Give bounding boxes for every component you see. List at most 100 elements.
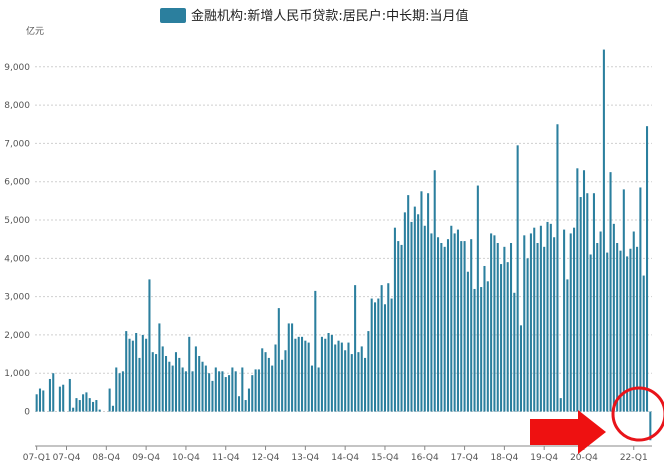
bar[interactable] [437, 237, 440, 412]
bar[interactable] [563, 229, 566, 412]
legend-swatch[interactable] [160, 8, 186, 23]
bar[interactable] [108, 388, 111, 412]
bar[interactable] [576, 168, 579, 412]
bar[interactable] [513, 292, 516, 412]
legend-label[interactable]: 金融机构:新增人民币贷款:居民户:中长期:当月值 [191, 8, 469, 24]
bar[interactable] [317, 367, 320, 412]
bar[interactable] [427, 193, 430, 412]
bar[interactable] [646, 126, 649, 412]
bar[interactable] [500, 264, 503, 412]
bar[interactable] [320, 336, 323, 412]
bar[interactable] [85, 392, 88, 412]
bar[interactable] [92, 401, 95, 412]
bar[interactable] [632, 231, 635, 412]
bar[interactable] [301, 336, 304, 412]
bar[interactable] [533, 227, 536, 412]
bar[interactable] [241, 367, 244, 412]
bar[interactable] [88, 398, 91, 412]
bar[interactable] [453, 233, 456, 412]
bar[interactable] [483, 265, 486, 412]
bar[interactable] [589, 254, 592, 412]
bar[interactable] [52, 373, 55, 412]
bar[interactable] [460, 241, 463, 412]
bar[interactable] [364, 357, 367, 412]
bar[interactable] [178, 357, 181, 412]
bar[interactable] [476, 185, 479, 412]
bar[interactable] [135, 333, 138, 412]
bar[interactable] [334, 344, 337, 412]
bar[interactable] [450, 225, 453, 412]
bar[interactable] [536, 243, 539, 412]
bar[interactable] [78, 400, 81, 412]
bar[interactable] [629, 248, 632, 412]
bar[interactable] [622, 189, 625, 412]
bar[interactable] [48, 378, 51, 412]
bar[interactable] [234, 371, 237, 412]
bar[interactable] [380, 285, 383, 412]
bar[interactable] [546, 221, 549, 412]
bar[interactable] [184, 371, 187, 412]
bar[interactable] [413, 206, 416, 412]
bar[interactable] [592, 193, 595, 412]
bar[interactable] [642, 275, 645, 412]
bar[interactable] [82, 394, 85, 412]
bar[interactable] [602, 49, 605, 412]
bar[interactable] [397, 241, 400, 412]
bar[interactable] [383, 304, 386, 412]
bar[interactable] [254, 369, 257, 412]
bar[interactable] [168, 361, 171, 412]
bar[interactable] [125, 331, 128, 412]
bar[interactable] [128, 338, 131, 412]
bar[interactable] [138, 357, 141, 412]
bar[interactable] [171, 365, 174, 412]
bar[interactable] [344, 350, 347, 412]
bar[interactable] [261, 348, 264, 412]
bar[interactable] [208, 373, 211, 412]
bar[interactable] [327, 333, 330, 412]
bar[interactable] [420, 191, 423, 412]
bar[interactable] [274, 344, 277, 412]
bar[interactable] [118, 373, 121, 412]
bar[interactable] [543, 246, 546, 412]
bar[interactable] [324, 338, 327, 412]
bar[interactable] [573, 227, 576, 412]
bar[interactable] [367, 331, 370, 412]
bar[interactable] [503, 246, 506, 412]
bar[interactable] [516, 145, 519, 412]
bar[interactable] [606, 252, 609, 412]
bar[interactable] [470, 239, 473, 412]
bar[interactable] [373, 302, 377, 412]
bar[interactable] [141, 334, 144, 412]
bar[interactable] [228, 375, 231, 412]
bar[interactable] [430, 233, 433, 412]
bar[interactable] [131, 340, 134, 412]
bar[interactable] [42, 390, 45, 412]
bar[interactable] [569, 233, 572, 412]
bar[interactable] [417, 214, 420, 412]
bar[interactable] [446, 239, 450, 412]
bar[interactable] [616, 243, 619, 412]
bar[interactable] [158, 323, 161, 412]
bar[interactable] [221, 371, 224, 412]
bar[interactable] [639, 187, 642, 412]
bar[interactable] [284, 350, 287, 412]
bar[interactable] [231, 367, 234, 412]
bar[interactable] [509, 243, 513, 412]
bar[interactable] [307, 342, 310, 412]
bar[interactable] [586, 193, 589, 412]
bar[interactable] [582, 170, 586, 412]
bar[interactable] [155, 354, 158, 412]
bar[interactable] [609, 172, 612, 412]
bar[interactable] [72, 407, 75, 412]
bar[interactable] [161, 346, 164, 412]
bar[interactable] [330, 334, 333, 412]
bar[interactable] [403, 212, 406, 412]
bar[interactable] [337, 340, 340, 412]
bar[interactable] [390, 298, 393, 412]
bar[interactable] [519, 325, 522, 412]
bar[interactable] [340, 342, 343, 412]
bar[interactable] [350, 354, 353, 412]
bar[interactable] [264, 352, 267, 412]
bar[interactable] [297, 336, 300, 412]
bar[interactable] [490, 233, 493, 412]
